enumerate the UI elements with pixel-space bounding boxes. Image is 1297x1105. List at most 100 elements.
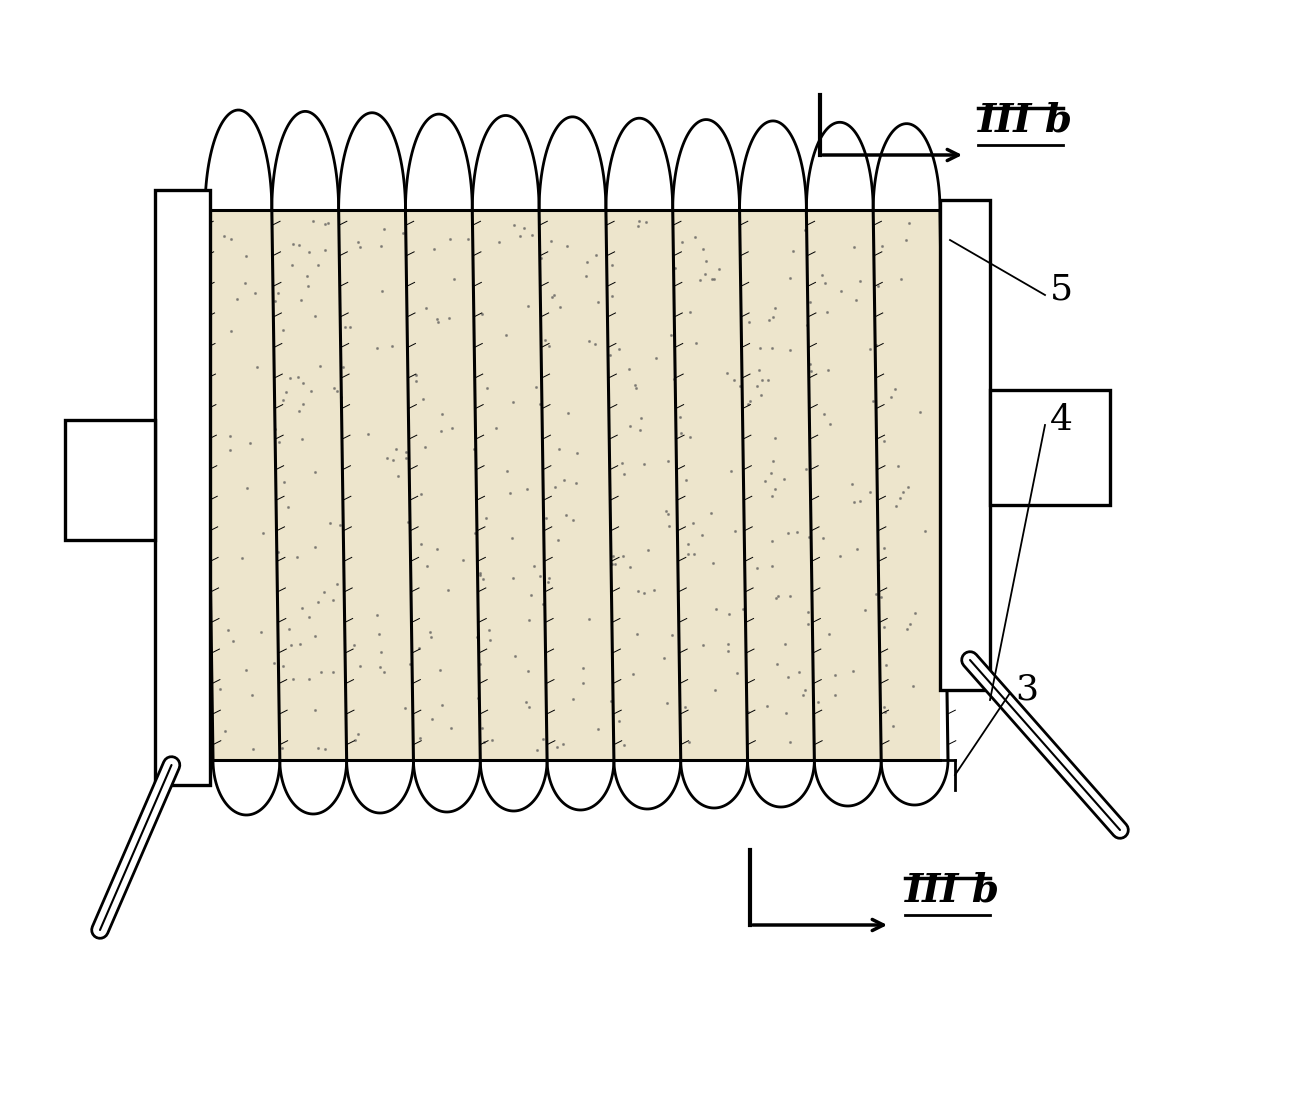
Point bbox=[695, 265, 716, 283]
Point bbox=[301, 382, 322, 400]
Point bbox=[367, 339, 388, 357]
Point bbox=[348, 233, 368, 251]
Text: III b: III b bbox=[978, 102, 1073, 140]
Point bbox=[280, 636, 301, 654]
Point bbox=[830, 283, 851, 301]
Point bbox=[820, 415, 840, 433]
Point bbox=[340, 318, 361, 336]
Point bbox=[603, 547, 624, 565]
Point bbox=[499, 484, 520, 502]
Point bbox=[472, 570, 493, 588]
Point bbox=[850, 273, 870, 291]
Point bbox=[900, 614, 921, 632]
Point bbox=[399, 655, 420, 673]
Point bbox=[392, 224, 412, 242]
Point bbox=[416, 298, 437, 316]
Point bbox=[538, 569, 559, 587]
Point bbox=[278, 498, 298, 516]
Point bbox=[398, 513, 419, 530]
Point bbox=[633, 455, 654, 473]
Point bbox=[458, 230, 479, 248]
Point bbox=[684, 545, 704, 562]
Point bbox=[608, 339, 629, 357]
Point bbox=[292, 431, 313, 449]
Point bbox=[905, 604, 926, 622]
Point bbox=[763, 308, 783, 326]
Point bbox=[633, 583, 654, 601]
Point bbox=[724, 371, 744, 389]
Point bbox=[470, 564, 490, 581]
Point bbox=[300, 243, 320, 261]
Point bbox=[654, 650, 674, 667]
Point bbox=[892, 483, 913, 501]
Point bbox=[860, 483, 881, 501]
Point bbox=[280, 369, 301, 387]
Point bbox=[220, 441, 241, 459]
Point bbox=[275, 383, 296, 401]
Point bbox=[333, 358, 354, 376]
Point bbox=[558, 404, 578, 422]
Point bbox=[415, 438, 436, 455]
Point bbox=[885, 380, 905, 398]
Point bbox=[761, 533, 782, 550]
Point bbox=[629, 212, 650, 230]
Point bbox=[842, 662, 863, 680]
Point bbox=[510, 227, 530, 244]
Point bbox=[866, 430, 887, 448]
Point bbox=[486, 419, 507, 436]
Point bbox=[700, 504, 721, 522]
Point bbox=[680, 428, 700, 445]
Point bbox=[246, 358, 267, 376]
Point bbox=[636, 213, 656, 231]
Point bbox=[549, 441, 569, 459]
Point bbox=[868, 556, 888, 573]
Point bbox=[416, 557, 437, 575]
Point bbox=[235, 274, 256, 292]
Point bbox=[331, 388, 351, 406]
Point bbox=[521, 227, 542, 244]
Point bbox=[432, 696, 453, 714]
Text: III b: III b bbox=[905, 872, 1000, 911]
Point bbox=[265, 420, 285, 438]
Point bbox=[685, 335, 706, 352]
Point bbox=[602, 555, 623, 572]
Point bbox=[287, 548, 307, 566]
Point bbox=[250, 623, 271, 641]
Point bbox=[547, 532, 568, 549]
Point bbox=[550, 298, 571, 316]
Point bbox=[218, 621, 239, 639]
Point bbox=[898, 478, 918, 496]
Point bbox=[818, 625, 839, 643]
Point bbox=[320, 515, 341, 533]
Point bbox=[240, 434, 261, 452]
Point bbox=[377, 449, 398, 466]
Point bbox=[323, 663, 344, 681]
Point bbox=[691, 527, 712, 545]
Point bbox=[503, 569, 524, 587]
Point bbox=[305, 538, 326, 556]
Point bbox=[385, 440, 406, 457]
Point bbox=[573, 659, 594, 676]
Point bbox=[721, 463, 742, 481]
Point bbox=[602, 256, 623, 274]
Point bbox=[664, 370, 685, 388]
Point bbox=[396, 449, 416, 466]
Point bbox=[914, 523, 935, 540]
Point bbox=[291, 291, 311, 308]
Point bbox=[578, 333, 599, 350]
Point bbox=[693, 635, 713, 653]
Point bbox=[776, 704, 796, 722]
Bar bbox=[156, 190, 210, 785]
Point bbox=[717, 635, 738, 653]
Point bbox=[578, 610, 599, 628]
Point bbox=[563, 690, 584, 707]
Point bbox=[813, 404, 834, 422]
Point bbox=[751, 371, 772, 389]
Point bbox=[479, 621, 499, 639]
Point bbox=[765, 589, 786, 607]
Point bbox=[314, 215, 335, 233]
Point bbox=[846, 291, 866, 308]
Point bbox=[411, 535, 432, 552]
Point bbox=[283, 670, 303, 687]
Point bbox=[473, 733, 494, 750]
